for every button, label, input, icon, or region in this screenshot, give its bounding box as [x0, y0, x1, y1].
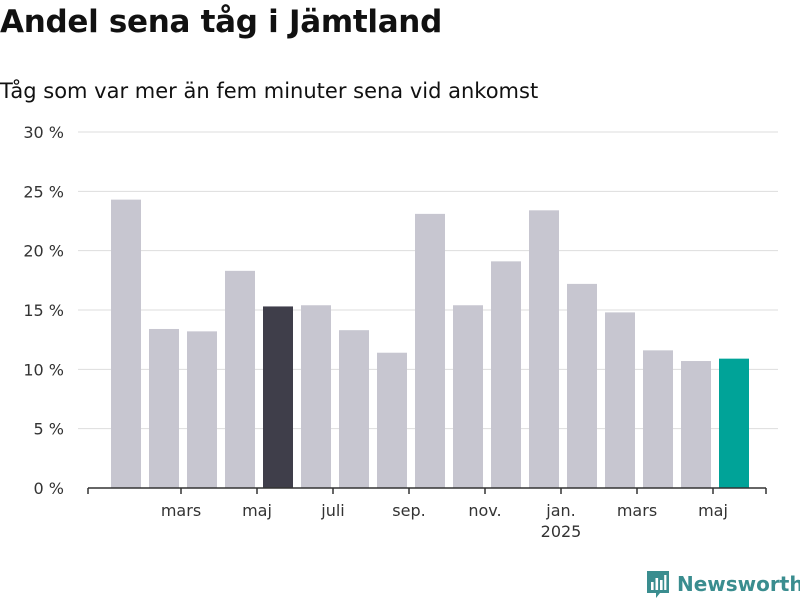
bar-2024-03 — [149, 328, 179, 488]
bar-2024-02 — [111, 199, 141, 488]
bar-2024-05 — [225, 270, 255, 488]
bar-2025-03 — [605, 312, 635, 488]
bar-2024-04 — [187, 331, 217, 488]
bar-2025-04 — [643, 350, 673, 488]
brand-name: Newsworthy — [677, 572, 800, 596]
bar-2025-06 — [719, 358, 749, 488]
x-tick-label: maj — [242, 501, 272, 520]
x-tick-label: mars — [161, 501, 201, 520]
bar-2024-11 — [453, 305, 483, 488]
y-tick-label: 30 % — [23, 123, 64, 142]
bar-2024-10 — [415, 213, 445, 488]
x-tick-label: jan. — [545, 501, 575, 520]
bar-2024-12 — [491, 261, 521, 488]
y-tick-label: 20 % — [23, 242, 64, 261]
chart-subtitle: Tåg som var mer än fem minuter sena vid … — [0, 79, 539, 103]
bar-2024-07 — [301, 305, 331, 488]
chart-title: Andel sena tåg i Jämtland — [0, 4, 442, 40]
brand-logo: Newsworthy — [645, 568, 800, 600]
newsworthy-logo-icon — [647, 571, 669, 598]
y-tick-label: 0 % — [34, 479, 64, 498]
bar-2024-09 — [377, 352, 407, 488]
bar-2024-06 — [263, 306, 293, 488]
y-tick-label: 10 % — [23, 360, 64, 379]
x-tick-label: sep. — [392, 501, 425, 520]
bar-2025-01 — [529, 210, 559, 488]
x-tick-label: nov. — [468, 501, 501, 520]
y-tick-label: 5 % — [34, 420, 64, 439]
x-tick-label: maj — [698, 501, 728, 520]
x-tick-sublabel: 2025 — [541, 522, 582, 541]
x-tick-label: mars — [617, 501, 657, 520]
bar-2024-08 — [339, 330, 369, 488]
x-tick-label: juli — [320, 501, 344, 520]
y-tick-label: 25 % — [23, 182, 64, 201]
bar-2025-05 — [681, 361, 711, 488]
y-tick-label: 15 % — [23, 301, 64, 320]
bar-2025-02 — [567, 283, 597, 488]
